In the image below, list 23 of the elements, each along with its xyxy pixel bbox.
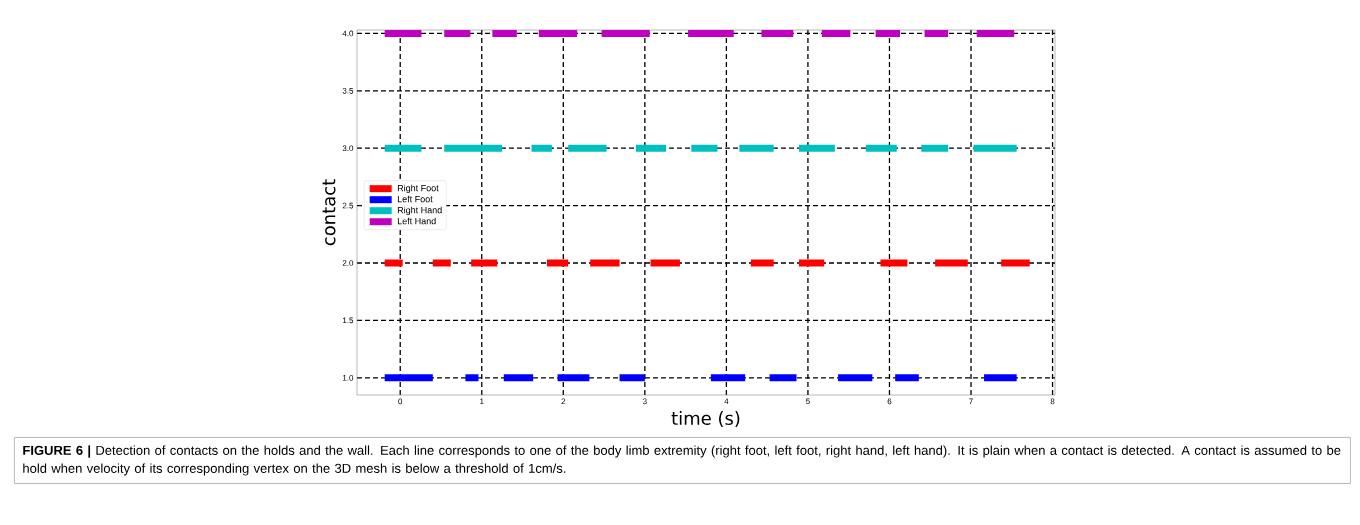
x-tick-label: 2 [561,398,566,405]
y-tick-label: 4.0 [342,30,354,37]
text: FIGURE 6 | Detection of contacts on the holds and the wall. Each line corresponds to one of the body limb extremity (right foot, left foot, right hand, left hand). It is plain when a contact is detected. A contact is assumed to be hold when velocity of its corresponding vertex on the 3D mesh is below a threshold of 1cm/s. [23,445,1341,476]
y-axis-title: contact [322,179,336,246]
x-tick-label: 1 [480,398,484,405]
y-tick-label: 1.5 [342,317,354,324]
x-axis-title: time (s) [671,411,740,428]
x-tick-label: 8 [1050,398,1055,405]
legend-label: Left Hand [397,217,436,225]
y-tick-label: 3.0 [342,145,354,152]
legend-label: Right Foot [397,184,439,194]
y-tick-label: 2.5 [342,202,354,209]
x-tick-label: 6 [887,398,892,405]
legend-label: Left Foot [397,195,433,203]
x-tick-label: 7 [969,398,973,405]
legend-label: Right Hand [397,206,442,216]
x-tick-label: 5 [806,398,810,405]
y-tick-label: 1.0 [342,374,354,381]
y-tick-label: 3.5 [342,88,354,94]
x-tick-label: 0 [398,398,403,405]
y-tick-label: 2.0 [342,260,354,266]
x-tick-label: 4 [724,398,729,405]
x-tick-label: 3 [642,398,647,405]
